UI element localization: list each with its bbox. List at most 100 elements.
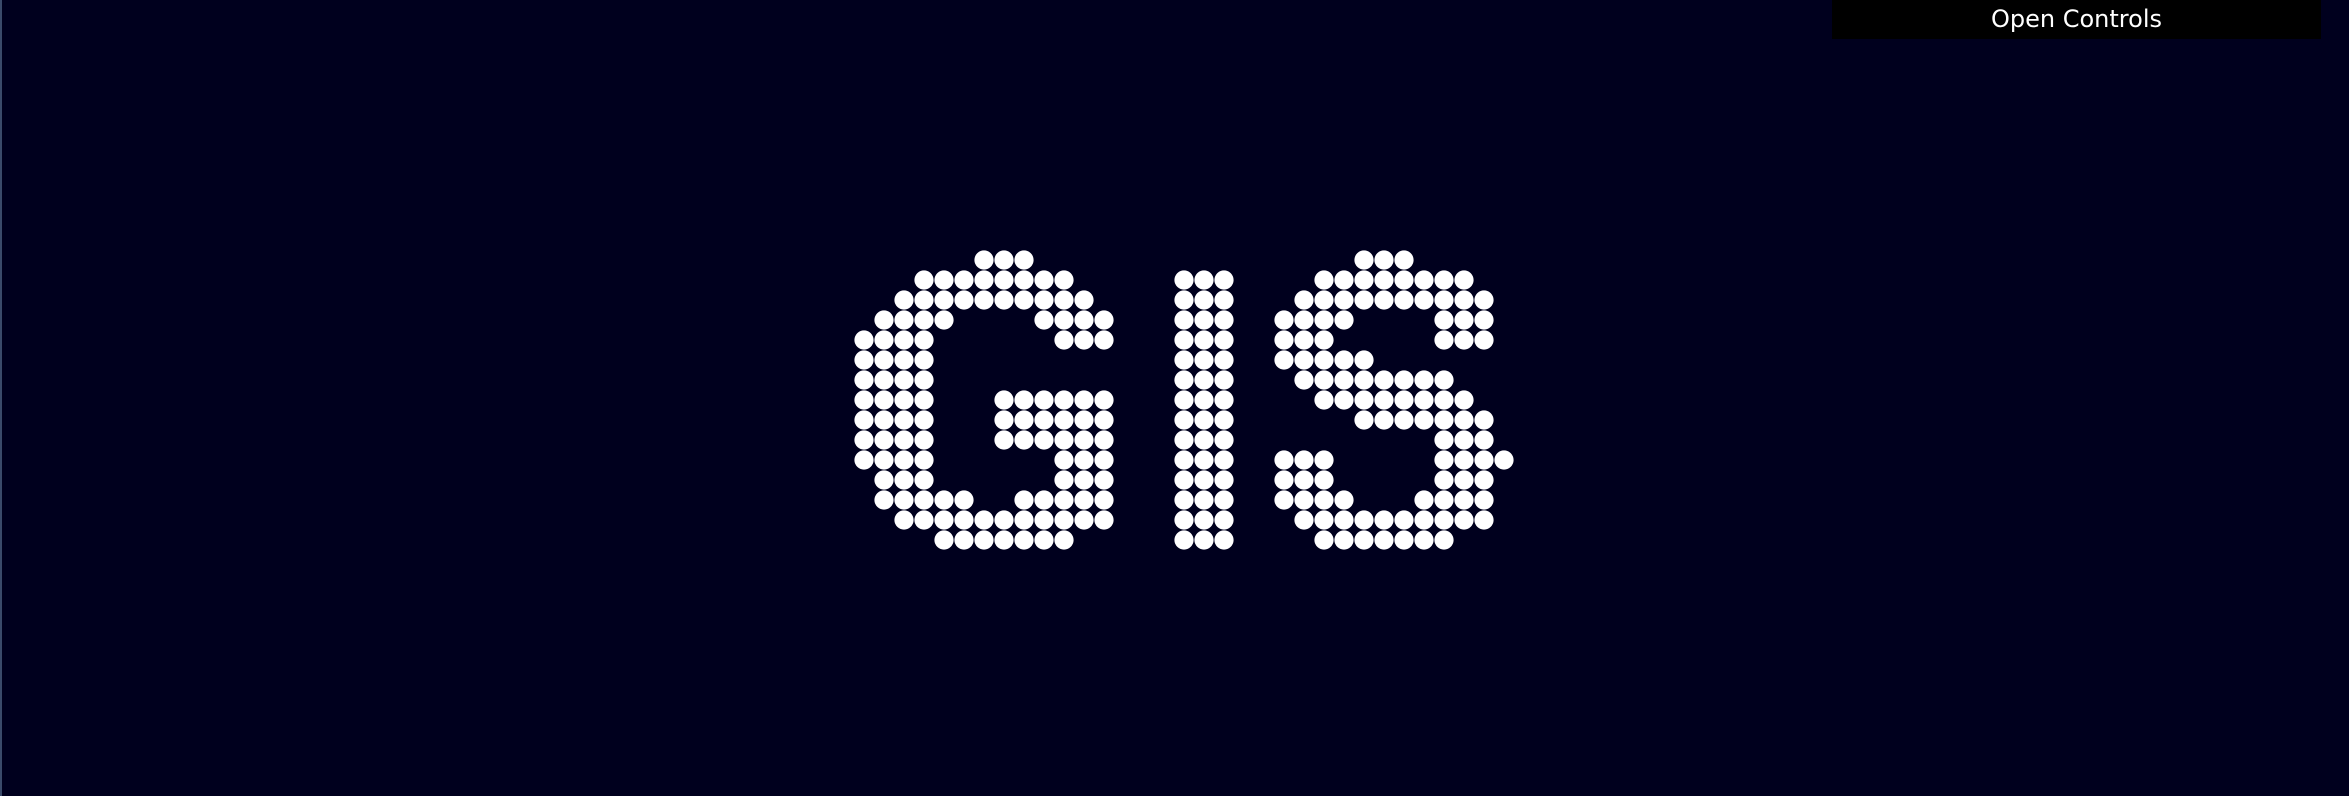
dot	[1374, 270, 1394, 290]
dot	[1454, 510, 1474, 530]
dot	[1334, 530, 1354, 550]
dot	[1454, 290, 1474, 310]
dot	[1014, 250, 1034, 270]
dot	[874, 490, 894, 510]
dot	[1214, 350, 1234, 370]
dot	[874, 450, 894, 470]
dot	[934, 290, 954, 310]
dot	[854, 330, 874, 350]
dot	[1194, 330, 1214, 350]
dot	[894, 490, 914, 510]
dot	[914, 430, 934, 450]
dot	[1194, 490, 1214, 510]
dot	[1054, 390, 1074, 410]
dot	[1454, 450, 1474, 470]
dot	[1034, 530, 1054, 550]
dot	[1014, 390, 1034, 410]
open-controls-button[interactable]: Open Controls	[1832, 0, 2321, 39]
dot	[994, 250, 1014, 270]
dot	[1314, 330, 1334, 350]
dot	[1074, 310, 1094, 330]
dot	[914, 270, 934, 290]
dot	[1014, 490, 1034, 510]
dot	[1214, 450, 1234, 470]
dot	[1314, 370, 1334, 390]
dot	[1434, 490, 1454, 510]
dot	[1314, 350, 1334, 370]
dot	[1074, 470, 1094, 490]
dot	[914, 450, 934, 470]
dot	[1074, 330, 1094, 350]
dot	[1474, 410, 1494, 430]
dot	[1474, 470, 1494, 490]
dot	[914, 510, 934, 530]
dot	[1214, 470, 1234, 490]
dot	[874, 310, 894, 330]
dot	[994, 290, 1014, 310]
dot	[1474, 490, 1494, 510]
dot	[1194, 270, 1214, 290]
dot	[1294, 450, 1314, 470]
dot	[1054, 310, 1074, 330]
dot	[1434, 310, 1454, 330]
dot	[1214, 390, 1234, 410]
dot	[1314, 530, 1334, 550]
dot	[1194, 370, 1214, 390]
dot	[1354, 390, 1374, 410]
dot	[1194, 430, 1214, 450]
dot	[1434, 530, 1454, 550]
dot	[1394, 270, 1414, 290]
dot	[1394, 390, 1414, 410]
dot	[1174, 370, 1194, 390]
dot	[1454, 270, 1474, 290]
dot	[1274, 490, 1294, 510]
dot	[1174, 450, 1194, 470]
dot	[854, 390, 874, 410]
dot	[974, 270, 994, 290]
dot	[1214, 310, 1234, 330]
dot	[1054, 330, 1074, 350]
dot	[1434, 470, 1454, 490]
dot	[1034, 430, 1054, 450]
dot	[1314, 290, 1334, 310]
dot	[1214, 430, 1234, 450]
dot	[894, 390, 914, 410]
dot	[1094, 410, 1114, 430]
dot	[1474, 430, 1494, 450]
dot	[1294, 330, 1314, 350]
dot	[1434, 370, 1454, 390]
dot	[914, 290, 934, 310]
dot	[1314, 470, 1334, 490]
dot	[974, 530, 994, 550]
dot	[1314, 450, 1334, 470]
dot	[1054, 450, 1074, 470]
dot	[1274, 450, 1294, 470]
dot	[1174, 330, 1194, 350]
dot	[1454, 310, 1474, 330]
dot	[1354, 410, 1374, 430]
dot	[934, 310, 954, 330]
dot	[854, 410, 874, 430]
dot	[1354, 530, 1374, 550]
dot	[914, 390, 934, 410]
dot	[1274, 330, 1294, 350]
dot	[934, 490, 954, 510]
dot	[1174, 530, 1194, 550]
dot	[1194, 390, 1214, 410]
dot	[1314, 270, 1334, 290]
dot	[894, 410, 914, 430]
dot	[1074, 450, 1094, 470]
dot	[1014, 510, 1034, 530]
dot	[1094, 390, 1114, 410]
dot	[1314, 490, 1334, 510]
dot	[934, 530, 954, 550]
dot	[1174, 390, 1194, 410]
dot	[1074, 490, 1094, 510]
dot	[1214, 410, 1234, 430]
dot	[934, 270, 954, 290]
dot	[954, 290, 974, 310]
dot	[934, 510, 954, 530]
dot	[1474, 510, 1494, 530]
dot	[1394, 290, 1414, 310]
dot	[1354, 370, 1374, 390]
